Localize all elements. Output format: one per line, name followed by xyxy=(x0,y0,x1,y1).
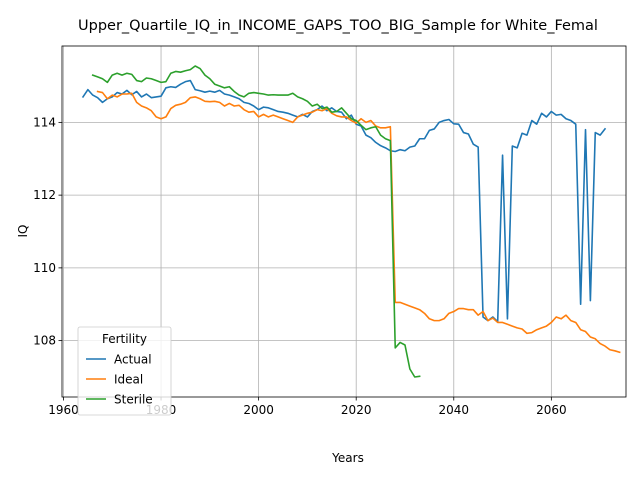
y-axis-title: IQ xyxy=(16,225,30,238)
x-tick-label: 2000 xyxy=(243,403,274,417)
y-tick-label: 114 xyxy=(33,115,56,129)
series-line-actual xyxy=(81,79,607,323)
legend: Fertility Actual Ideal Sterile xyxy=(77,326,172,416)
x-tick-label: 1960 xyxy=(48,403,79,417)
x-axis-title: Years xyxy=(331,451,364,465)
y-tick-label: 112 xyxy=(33,188,56,202)
legend-entries: Actual Ideal Sterile xyxy=(86,353,153,407)
y-tick-label: 108 xyxy=(33,334,56,348)
legend-title: Fertility xyxy=(102,332,147,346)
y-tick-label: 110 xyxy=(33,261,56,275)
series-line-sterile xyxy=(91,65,421,378)
chart-title: Upper_Quartile_IQ_in_INCOME_GAPS_TOO_BIG… xyxy=(78,18,598,34)
x-tick-label: 2060 xyxy=(536,403,567,417)
x-tick-label: 2040 xyxy=(439,403,470,417)
series-lines xyxy=(81,65,621,378)
plot-frame xyxy=(61,45,627,398)
legend-frame xyxy=(77,326,172,416)
series-line-ideal xyxy=(96,90,621,354)
x-tick-label: 2020 xyxy=(341,403,372,417)
legend-label-actual: Actual xyxy=(114,353,152,367)
legend-label-ideal: Ideal xyxy=(114,373,143,387)
legend-label-sterile: Sterile xyxy=(114,393,153,407)
